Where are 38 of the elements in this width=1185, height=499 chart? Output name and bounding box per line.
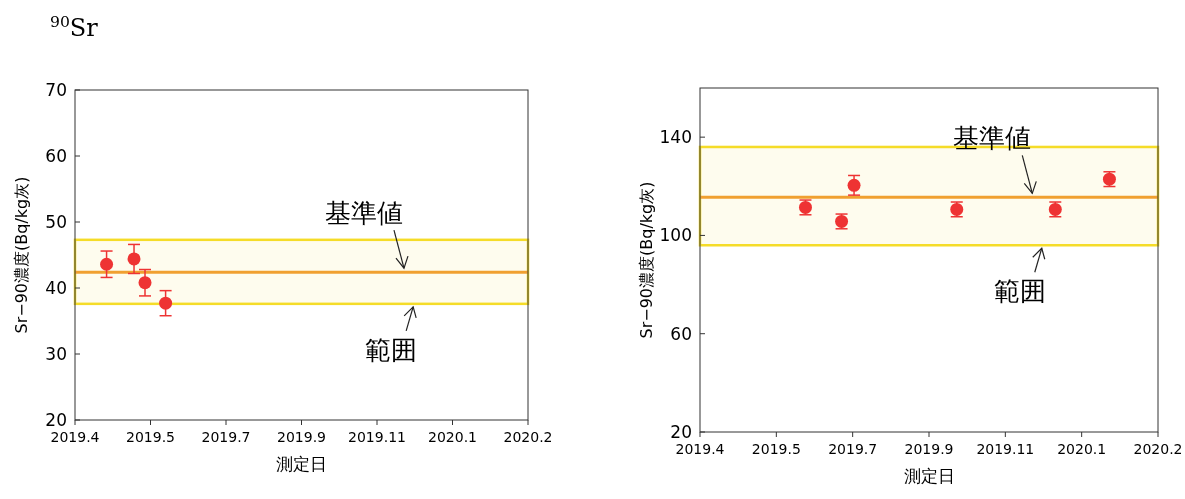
y-tick-label: 100 bbox=[659, 225, 692, 246]
ref-line-label: 基準値 bbox=[324, 198, 403, 229]
x-axis-title: 測定日 bbox=[276, 454, 327, 474]
point bbox=[847, 178, 861, 192]
band-label: 範囲 bbox=[993, 276, 1046, 307]
x-tick-label: 2019.11 bbox=[976, 441, 1035, 457]
x-axis-title: 測定日 bbox=[903, 466, 955, 486]
y-tick-label: 60 bbox=[670, 323, 692, 344]
x-tick-label: 2019.7 bbox=[828, 441, 878, 457]
x-tick-label: 2019.4 bbox=[675, 441, 725, 457]
y-tick-label: 70 bbox=[45, 80, 67, 100]
x-tick-label: 2020.2 bbox=[503, 429, 553, 445]
y-tick-label: 50 bbox=[45, 212, 67, 232]
y-axis-title: Sr−90濃度(Bq/kg灰) bbox=[637, 181, 656, 339]
x-tick-label: 2019.7 bbox=[201, 429, 251, 445]
y-tick-label: 20 bbox=[670, 422, 692, 442]
x-tick-label: 2020.1 bbox=[1057, 441, 1107, 457]
y-tick-label: 140 bbox=[659, 127, 692, 148]
point bbox=[159, 296, 173, 310]
point bbox=[100, 257, 114, 271]
y-tick-label: 20 bbox=[45, 410, 67, 430]
y-tick-label: 60 bbox=[45, 146, 67, 166]
x-tick-label: 2019.9 bbox=[904, 441, 954, 457]
x-tick-label: 2019.9 bbox=[277, 429, 326, 445]
chart-title: $^{90}$Sr bbox=[50, 13, 99, 42]
y-axis-title: Sr−90濃度(Bq/kg灰) bbox=[12, 176, 31, 334]
x-tick-label: 2019.5 bbox=[751, 441, 801, 457]
x-tick-label: 2019.4 bbox=[50, 429, 100, 445]
x-tick-label: 2020.1 bbox=[428, 429, 477, 445]
band-label: 範囲 bbox=[365, 334, 418, 365]
y-tick-label: 30 bbox=[45, 344, 67, 364]
y-tick-label: 40 bbox=[45, 278, 67, 298]
point bbox=[138, 276, 152, 290]
point bbox=[127, 252, 141, 266]
x-tick-label: 2020.2 bbox=[1133, 441, 1183, 457]
x-tick-label: 2019.5 bbox=[126, 429, 175, 445]
ref-line-label: 基準値 bbox=[953, 123, 1032, 154]
x-tick-label: 2019.11 bbox=[348, 429, 406, 445]
